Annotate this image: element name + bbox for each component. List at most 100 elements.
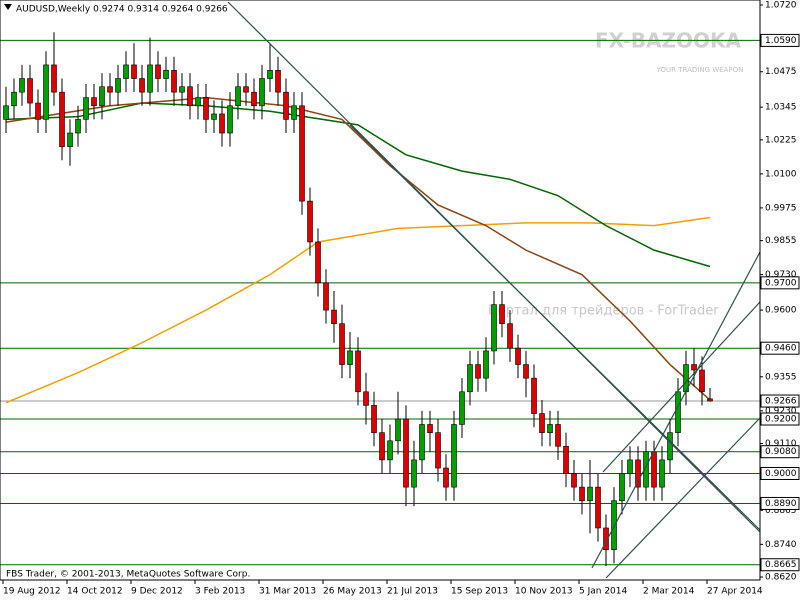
y-tick-label: 1.0720 (765, 1, 797, 11)
candle-body (507, 323, 513, 349)
plot-border (0, 0, 761, 581)
level-label: 1.0590 (765, 36, 797, 46)
candle-body (443, 467, 449, 488)
level-box (760, 33, 800, 47)
x-tick-label: 3 Feb 2013 (195, 587, 245, 597)
candle-body (115, 78, 121, 93)
candle-body (179, 86, 185, 93)
level-box (760, 496, 800, 510)
x-tick-label: 27 Apr 2014 (707, 587, 763, 597)
y-tick-label: 0.9600 (765, 306, 797, 316)
trend-line (349, 124, 761, 531)
candle-body (283, 91, 289, 120)
candle-body (395, 418, 401, 442)
candle-body (483, 350, 489, 379)
candle-body (299, 105, 305, 202)
candle-body (251, 91, 257, 107)
candle-body (59, 91, 65, 147)
candle-body (515, 347, 521, 365)
candle-body (691, 364, 697, 371)
candle-body (83, 97, 89, 120)
y-tick-label: 0.9855 (765, 236, 797, 246)
candle-body (371, 405, 377, 433)
moving-average (5, 216, 711, 404)
x-tick-label: 2 Mar 2014 (643, 587, 695, 597)
y-tick-label: 0.9110 (765, 439, 797, 449)
candle-body (187, 86, 193, 107)
candle-body (587, 486, 593, 502)
y-tick-label: 0.9355 (765, 372, 797, 382)
candle-body (35, 102, 41, 120)
candle-body (675, 391, 681, 433)
channel-line (602, 301, 761, 473)
candle-body (147, 64, 153, 93)
x-tick-label: 31 Mar 2013 (259, 587, 316, 597)
candle-body (275, 70, 281, 93)
candle-body (667, 432, 673, 461)
candle-body (267, 70, 273, 79)
candle-body (171, 70, 177, 93)
candle-body (43, 64, 49, 120)
level-box (760, 412, 800, 426)
y-tick-label: 0.9730 (765, 270, 797, 280)
candle-body (611, 500, 617, 551)
candle-body (619, 473, 625, 502)
level-label: 0.9000 (765, 469, 797, 479)
candle-body (659, 459, 665, 488)
candle-body (363, 391, 369, 406)
candle-body (539, 413, 545, 433)
candle-body (139, 78, 145, 93)
candle-body (635, 459, 641, 488)
candle-body (291, 105, 297, 120)
candle-body (163, 70, 169, 79)
level-box (760, 394, 800, 408)
candle-body (339, 323, 345, 365)
candle-body (99, 86, 105, 107)
candle-body (51, 64, 57, 93)
candle-body (227, 105, 233, 134)
y-tick-label: 0.9975 (765, 203, 797, 213)
x-tick-label: 15 Sep 2013 (451, 587, 508, 597)
candle-body (467, 364, 473, 393)
x-tick-label: 5 Jan 2014 (579, 587, 627, 597)
candle-body (243, 86, 249, 93)
candle-body (459, 391, 465, 425)
candle-body (3, 105, 9, 120)
candle-body (195, 97, 201, 107)
candle-body (603, 527, 609, 551)
candle-body (323, 282, 329, 311)
candle-body (11, 91, 17, 107)
level-box (760, 276, 800, 290)
candle-body (203, 97, 209, 120)
level-box (760, 466, 800, 480)
level-label: 0.9460 (765, 344, 797, 354)
candle-body (75, 119, 81, 134)
x-tick-label: 14 Oct 2012 (67, 587, 123, 597)
candle-body (379, 432, 385, 461)
candle-body (555, 424, 561, 447)
level-label: 0.8890 (765, 499, 797, 509)
candle-body (131, 64, 137, 79)
level-label: 0.9080 (765, 447, 797, 457)
level-box (760, 445, 800, 459)
candle-body (27, 78, 33, 104)
level-label: 0.9700 (765, 278, 797, 288)
level-box (760, 558, 800, 572)
y-tick-label: 1.0100 (765, 169, 797, 179)
x-tick-label: 10 Nov 2013 (515, 587, 573, 597)
candle-body (475, 364, 481, 379)
candle-body (235, 86, 241, 107)
candle-body (155, 64, 161, 79)
x-tick-label: 21 Jul 2013 (387, 587, 438, 597)
footer: FBS Trader, © 2001-2013, MetaQuotes Soft… (6, 570, 250, 580)
candle-body (259, 78, 265, 107)
candle-body (595, 486, 601, 529)
candle-body (547, 424, 553, 433)
candle-body (123, 64, 129, 79)
candle-body (451, 424, 457, 488)
candle-body (627, 459, 633, 474)
candle-body (531, 377, 537, 414)
level-label: 0.9266 (765, 397, 797, 407)
x-tick-label: 19 Aug 2012 (3, 587, 61, 597)
